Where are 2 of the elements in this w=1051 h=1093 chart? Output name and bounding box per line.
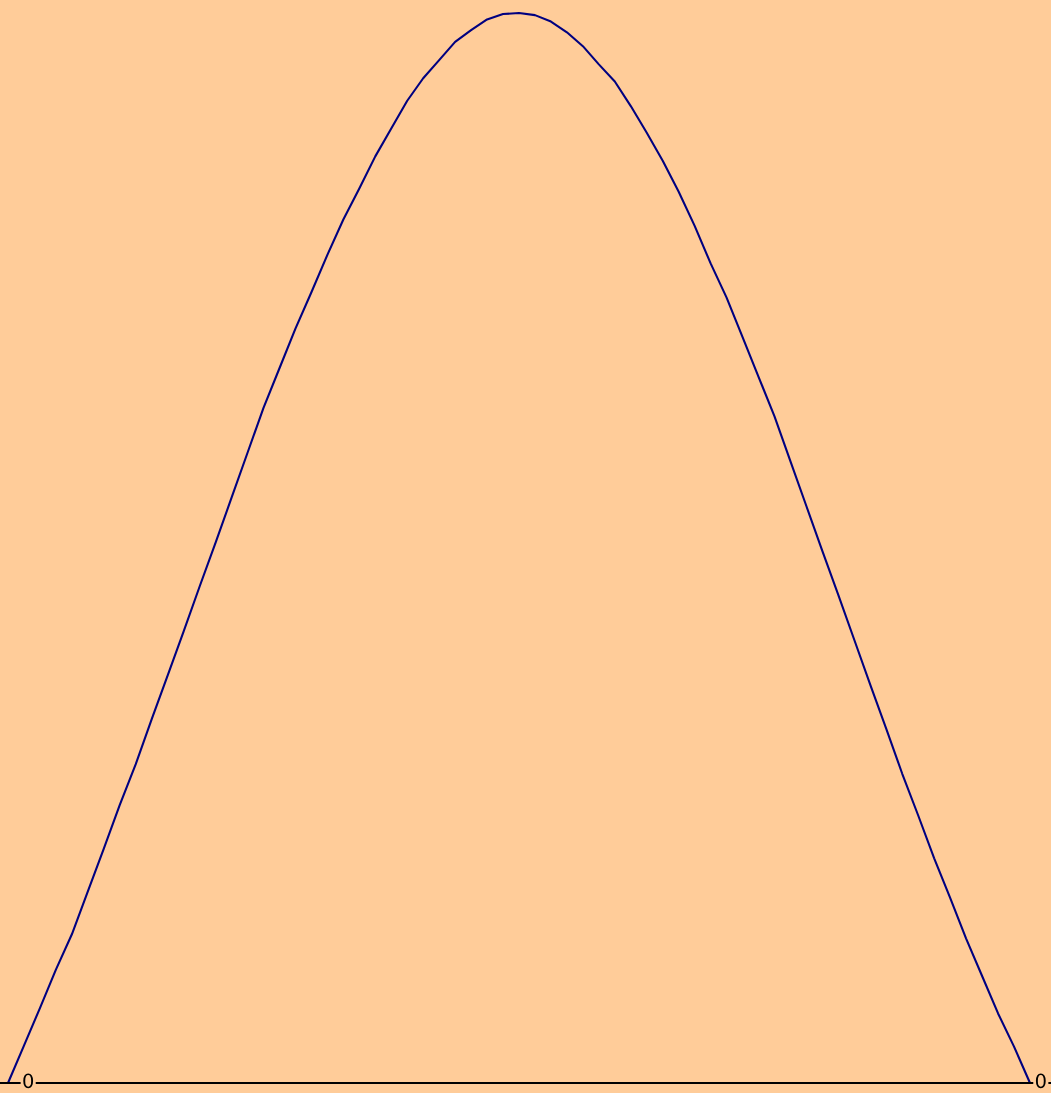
annotation: 0 <box>23 1073 34 1089</box>
annotation: 0 <box>1035 1073 1046 1089</box>
